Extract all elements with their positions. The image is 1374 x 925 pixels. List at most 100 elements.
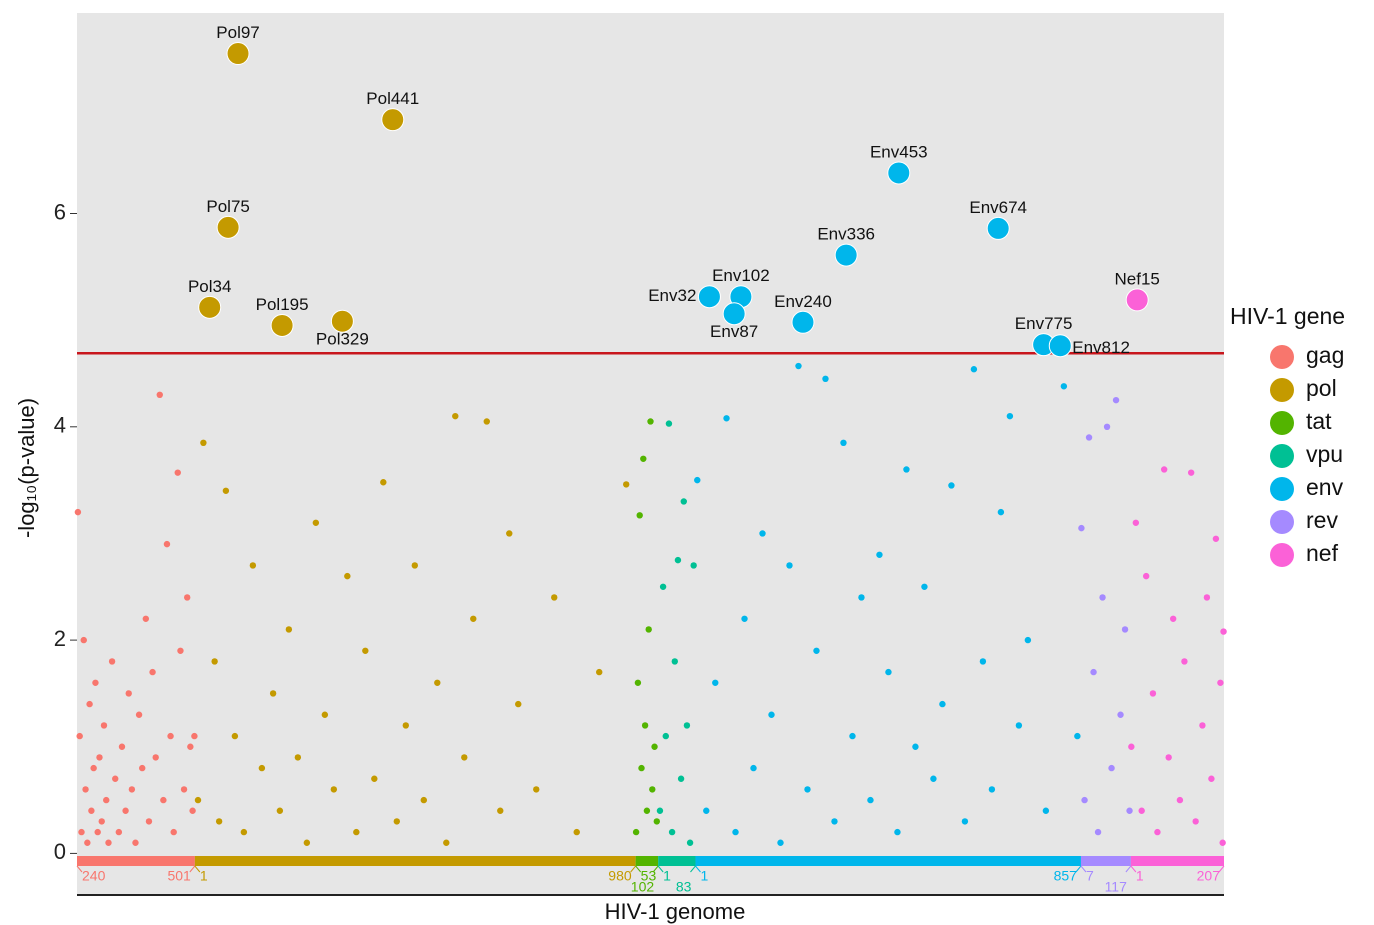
point [515,700,522,708]
point [647,418,654,425]
point [1132,519,1140,526]
point [1060,383,1068,390]
point [452,412,459,420]
highlight-label: Env32 [648,286,696,305]
point [662,732,669,740]
point [822,375,829,383]
point [649,786,656,793]
point [160,796,167,804]
point [1199,722,1206,729]
point [1042,807,1050,814]
point [939,700,946,708]
highlight-point [216,215,240,239]
gene-segment [1080,856,1131,866]
point [184,594,191,601]
segment-start-label: 7 [1086,868,1094,884]
point [139,764,146,772]
gene-segment [194,856,636,866]
point [671,658,678,665]
point [78,828,85,836]
point [1015,722,1023,729]
highlight-label: Pol75 [206,197,249,216]
point [380,479,387,486]
point [988,786,996,793]
highlight-point [330,309,354,333]
point [683,722,691,729]
point [690,562,697,569]
point [118,743,126,750]
point [634,679,642,686]
segment-bracket [1218,865,1225,873]
segment-bracket [657,865,664,873]
legend-title: HIV-1 gene [1230,303,1345,329]
point [470,615,477,622]
plot-panel [77,13,1224,895]
legend-swatch [1270,510,1294,534]
segment-end-label: 117 [1105,879,1128,895]
point [651,743,658,750]
point [1094,828,1102,836]
legend-label: rev [1306,507,1338,533]
highlight-point [791,310,815,334]
point [231,732,239,740]
point [659,583,667,590]
highlight-point [986,216,1010,240]
point [74,508,82,516]
point [132,839,139,846]
point [483,418,490,425]
segment-start-label: 240 [82,868,106,884]
point [321,711,329,718]
point [402,722,410,729]
point [668,828,676,836]
point [156,391,163,399]
point [294,754,302,761]
legend-label: gag [1306,342,1344,368]
segment-bracket [1080,865,1087,873]
point [497,807,504,814]
y-tick-label: 4 [54,413,66,438]
point [362,647,369,654]
point [312,519,320,526]
point [961,818,969,825]
highlight-label: Env775 [1015,314,1073,333]
highlight-point [697,285,721,309]
point [353,828,360,836]
segment-bracket [76,865,83,873]
point [371,775,378,782]
point [1169,615,1177,622]
point [694,476,701,484]
point [1085,434,1093,441]
legend-label: tat [1306,408,1332,434]
point [912,743,919,750]
point [105,839,112,846]
point [643,807,651,814]
point [656,807,664,814]
gene-segment [635,856,659,866]
segment-bracket [635,865,642,873]
point [506,530,513,537]
y-tick-label: 6 [54,199,66,224]
point [741,615,748,622]
point [1074,732,1081,740]
point [712,679,719,686]
highlight-label: Env453 [870,142,928,161]
point [142,615,150,622]
segment-end-label: 980 [608,868,632,884]
point [194,796,202,804]
point [84,839,91,846]
point [1187,469,1195,476]
legend-label: nef [1306,540,1339,566]
point [344,572,351,580]
point [674,556,682,564]
point [645,626,652,633]
segment-bracket [194,865,201,873]
y-axis-label: -log₁₀(p-value) [14,398,39,538]
point [636,512,643,519]
point [786,562,793,569]
gene-segment [658,856,696,866]
point [641,722,649,729]
segment-end-label: 857 [1054,868,1078,884]
highlight-point [887,161,911,185]
segment-end-label: 207 [1197,868,1221,884]
